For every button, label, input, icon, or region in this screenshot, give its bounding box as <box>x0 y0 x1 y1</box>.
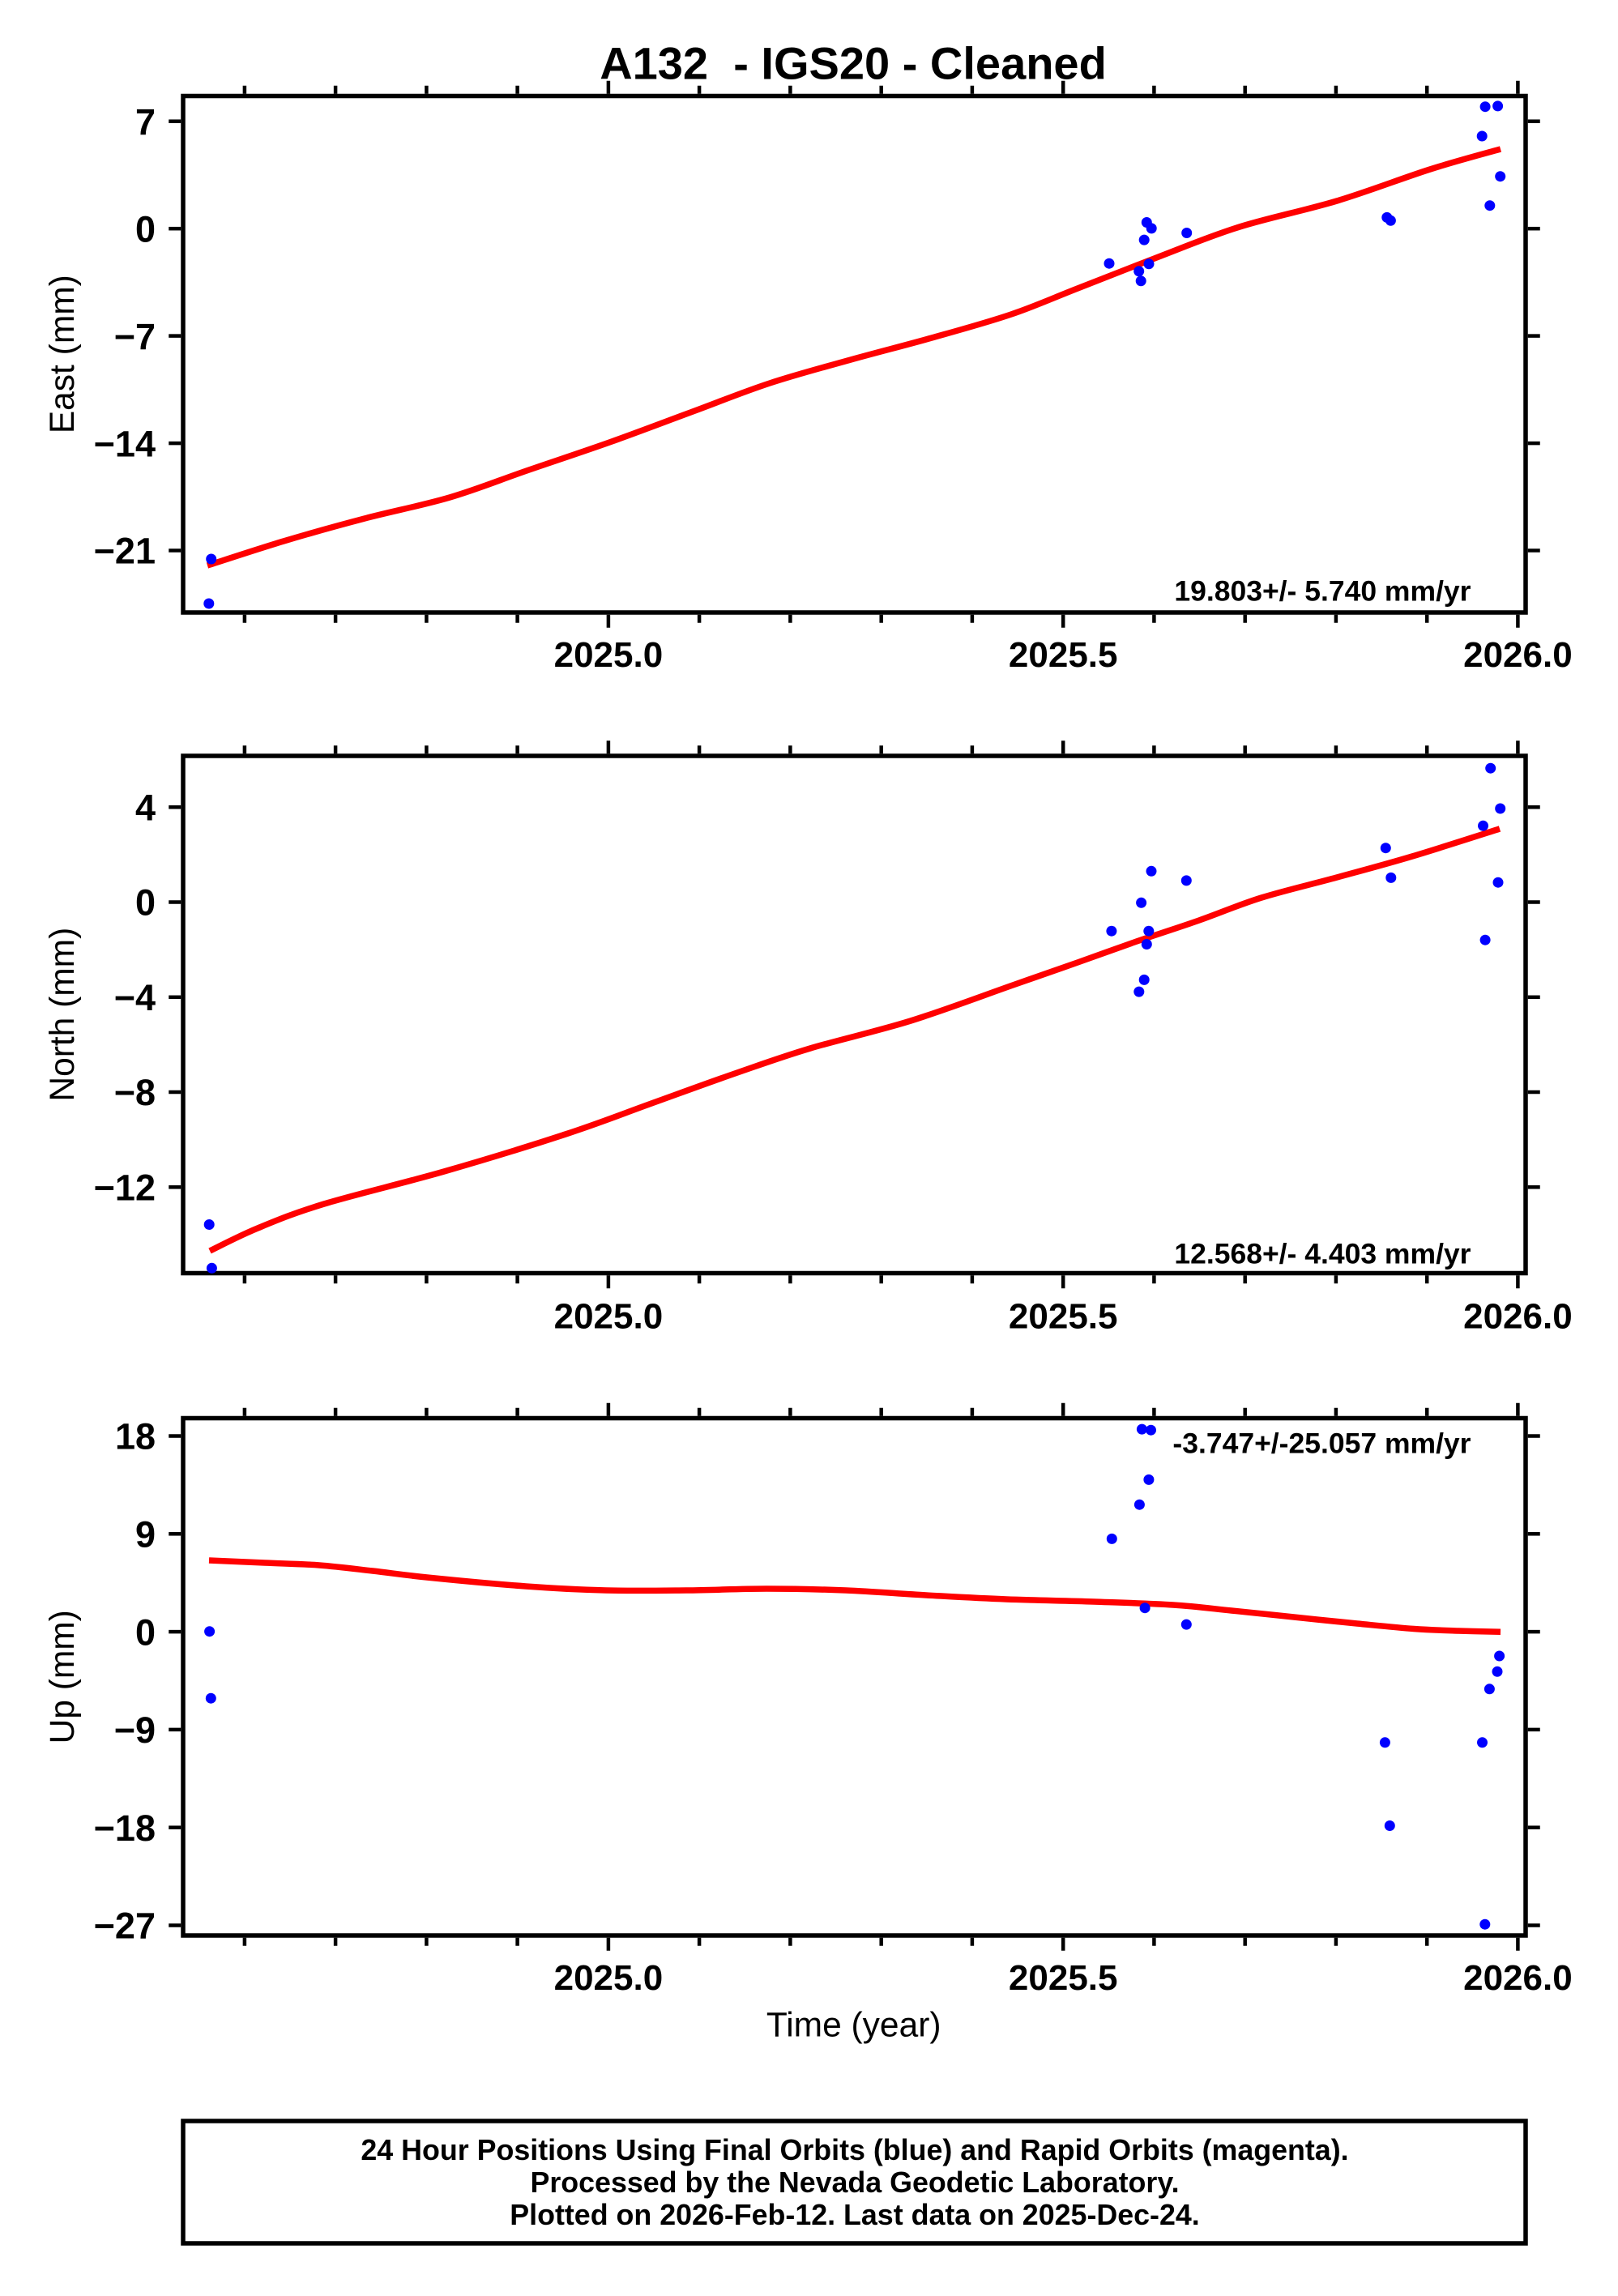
svg-text:−4: −4 <box>114 977 156 1018</box>
svg-text:0: 0 <box>135 1611 156 1653</box>
svg-text:−12: −12 <box>94 1167 156 1209</box>
svg-text:-3.747+/-25.057 mm/yr: -3.747+/-25.057 mm/yr <box>1172 1428 1471 1460</box>
svg-text:−9: −9 <box>114 1709 156 1751</box>
svg-text:−14: −14 <box>94 423 156 464</box>
svg-text:2025.5: 2025.5 <box>1009 1297 1118 1337</box>
svg-text:24 Hour Positions Using Final: 24 Hour Positions Using Final Orbits (bl… <box>361 2134 1348 2166</box>
svg-text:2025.5: 2025.5 <box>1009 1958 1118 1998</box>
svg-text:0: 0 <box>135 208 156 250</box>
svg-text:2026.0: 2026.0 <box>1463 1958 1573 1998</box>
svg-text:Time (year): Time (year) <box>766 2007 941 2045</box>
svg-text:−8: −8 <box>114 1072 156 1113</box>
svg-text:A132 - IGS20 - Cleaned: A132 - IGS20 - Cleaned <box>600 38 1107 89</box>
svg-text:−18: −18 <box>94 1807 156 1849</box>
svg-text:9: 9 <box>135 1514 156 1556</box>
svg-text:2025.5: 2025.5 <box>1009 635 1118 675</box>
svg-text:East (mm): East (mm) <box>44 275 82 433</box>
svg-text:4: 4 <box>135 787 156 829</box>
svg-text:7: 7 <box>135 101 156 143</box>
svg-text:Processed by the Nevada Geodet: Processed by the Nevada Geodetic Laborat… <box>530 2166 1179 2199</box>
svg-text:−27: −27 <box>94 1906 156 1947</box>
svg-text:Plotted on 2026-Feb-12. Last d: Plotted on 2026-Feb-12. Last data on 202… <box>510 2199 1199 2231</box>
svg-text:−21: −21 <box>94 531 156 572</box>
svg-text:2025.0: 2025.0 <box>554 635 664 675</box>
svg-text:12.568+/- 4.403 mm/yr: 12.568+/- 4.403 mm/yr <box>1174 1238 1471 1270</box>
svg-text:2025.0: 2025.0 <box>554 1958 664 1998</box>
svg-text:−7: −7 <box>114 316 156 357</box>
svg-text:2026.0: 2026.0 <box>1463 635 1573 675</box>
svg-text:Up (mm): Up (mm) <box>44 1610 82 1743</box>
svg-text:19.803+/- 5.740 mm/yr: 19.803+/- 5.740 mm/yr <box>1174 574 1471 607</box>
svg-text:North (mm): North (mm) <box>44 928 82 1102</box>
svg-text:0: 0 <box>135 882 156 924</box>
svg-text:18: 18 <box>115 1416 156 1457</box>
svg-text:2026.0: 2026.0 <box>1463 1297 1573 1337</box>
svg-text:2025.0: 2025.0 <box>554 1297 664 1337</box>
